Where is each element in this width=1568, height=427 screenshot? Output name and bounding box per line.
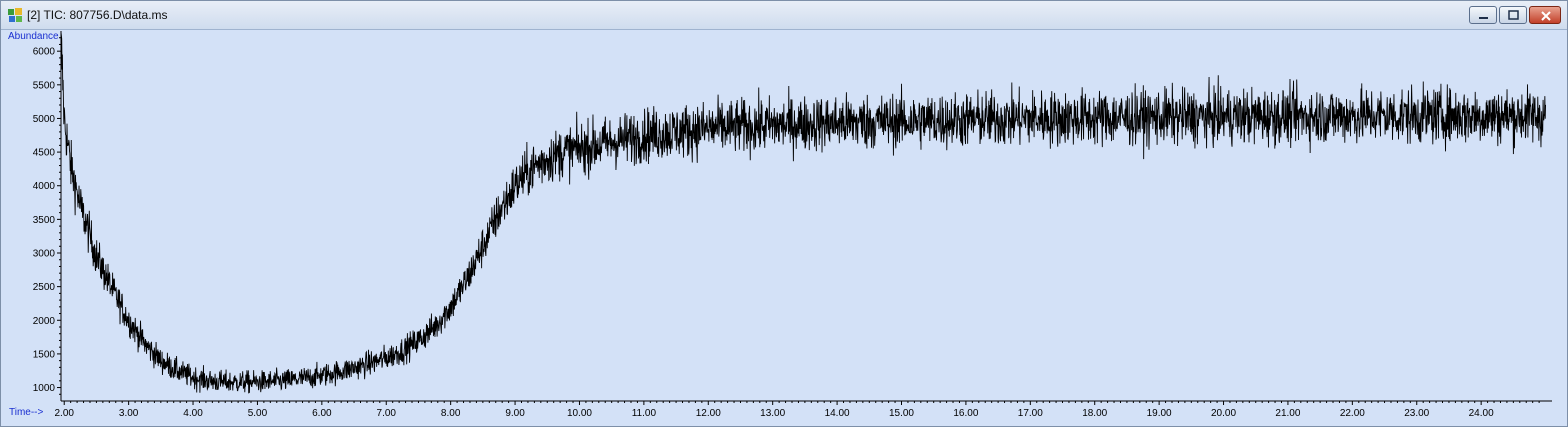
x-tick-label: 2.00: [54, 408, 74, 419]
axes: [60, 31, 1552, 402]
y-tick-label: 1500: [33, 349, 56, 360]
x-tick-label: 16.00: [953, 408, 978, 419]
x-axis-label: Time-->: [9, 407, 44, 418]
x-tick-label: 4.00: [183, 408, 203, 419]
y-ticks: 1000 1500 2000 2500 3000 3500 4000 4500 5000 5500…: [33, 37, 61, 395]
close-icon: [1541, 11, 1551, 21]
x-tick-label: 21.00: [1275, 408, 1300, 419]
series-line-tic: [60, 32, 1547, 394]
y-tick-label: 4500: [33, 148, 56, 159]
x-tick-label: 8.00: [441, 408, 461, 419]
x-tick-label: 5.00: [248, 408, 268, 419]
x-tick-label: 9.00: [505, 408, 525, 419]
y-tick-label: 6000: [33, 47, 56, 58]
maximize-icon: [1508, 10, 1519, 20]
close-button[interactable]: [1529, 6, 1561, 24]
maximize-button[interactable]: [1499, 6, 1527, 24]
x-tick-label: 11.00: [632, 408, 657, 419]
y-tick-label: 5500: [33, 80, 56, 91]
x-tick-label: 17.00: [1018, 408, 1043, 419]
app-icon: [8, 8, 22, 22]
x-tick-label: 12.00: [696, 408, 721, 419]
tic-chart: Abundance Time--> 1000 1500 2000 2500 3000 35…: [8, 31, 1552, 419]
x-tick-label: 15.00: [889, 408, 914, 419]
x-tick-label: 22.00: [1340, 408, 1365, 419]
x-tick-label: 24.00: [1469, 408, 1494, 419]
minimize-icon: [1479, 17, 1488, 19]
y-tick-label: 5000: [33, 114, 56, 125]
title-bar[interactable]: [2] TIC: 807756.D\data.ms: [1, 1, 1567, 30]
x-tick-label: 19.00: [1147, 408, 1172, 419]
y-tick-label: 3500: [33, 215, 56, 226]
x-tick-label: 6.00: [312, 408, 332, 419]
minimize-button[interactable]: [1469, 6, 1497, 24]
x-tick-label: 14.00: [825, 408, 850, 419]
x-tick-label: 13.00: [760, 408, 785, 419]
x-tick-label: 7.00: [377, 408, 397, 419]
y-axis-label: Abundance: [8, 31, 59, 42]
x-tick-label: 20.00: [1211, 408, 1236, 419]
y-tick-label: 1000: [33, 383, 56, 394]
y-tick-label: 3000: [33, 249, 56, 260]
x-tick-label: 18.00: [1082, 408, 1107, 419]
window-title: [2] TIC: 807756.D\data.ms: [27, 8, 168, 22]
plot-area: [1, 30, 1567, 426]
x-tick-label: 23.00: [1404, 408, 1429, 419]
y-tick-label: 4000: [33, 181, 56, 192]
y-tick-label: 2500: [33, 282, 56, 293]
y-tick-label: 2000: [33, 316, 56, 327]
x-ticks: 2.00 3.00 4.00 5.00 6.00 7.00 8.00 9.00 10.00 11.…: [54, 401, 1540, 419]
x-tick-label: 3.00: [119, 408, 139, 419]
x-tick-label: 10.00: [567, 408, 592, 419]
